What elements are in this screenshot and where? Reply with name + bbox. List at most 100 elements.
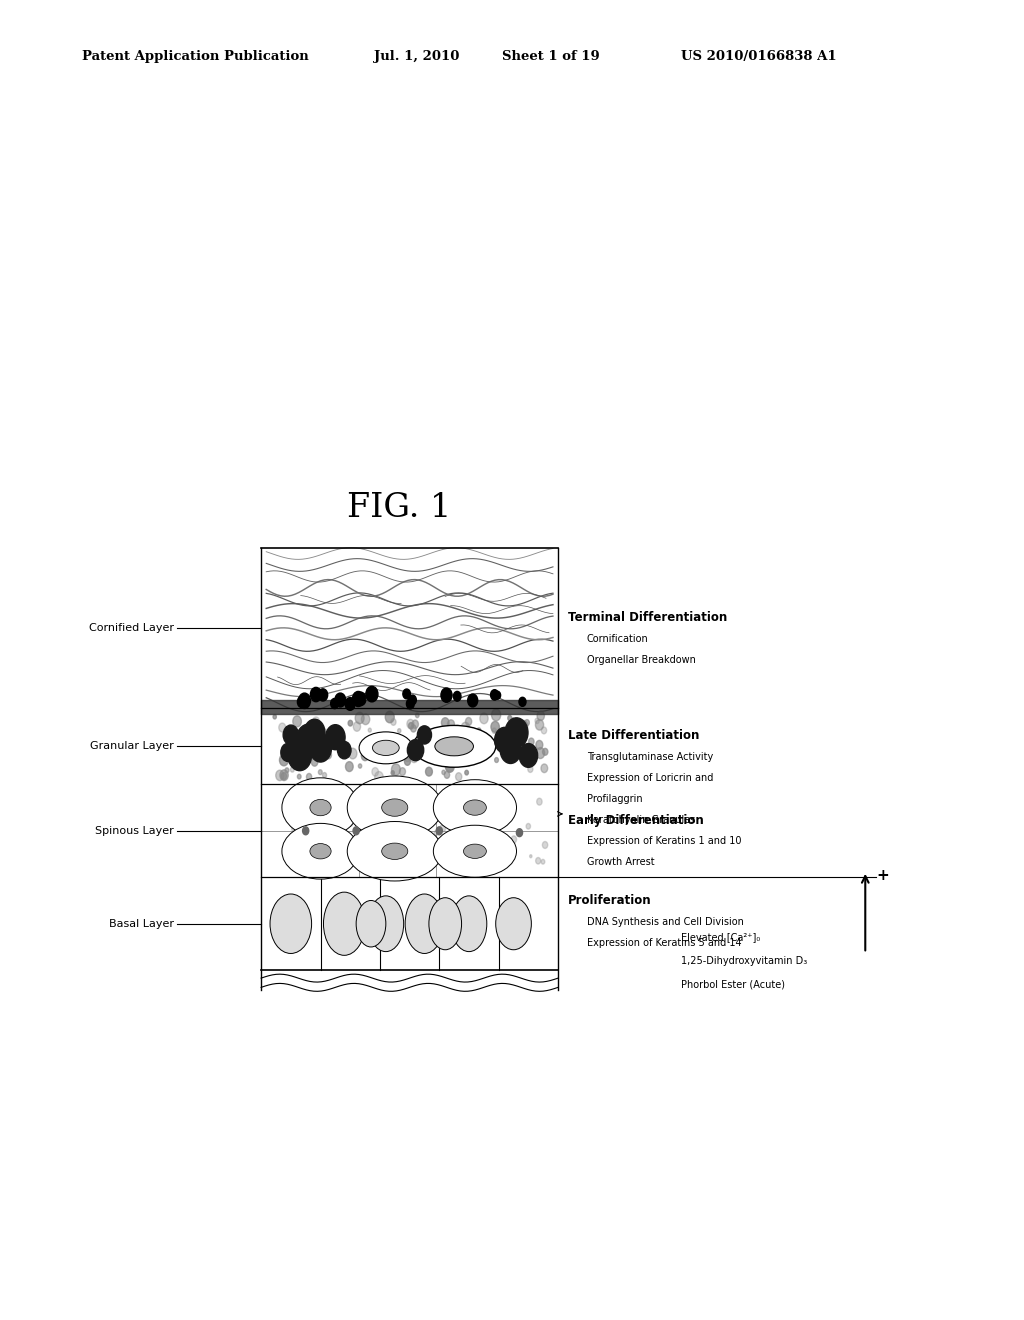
Circle shape	[340, 854, 345, 861]
Circle shape	[297, 775, 301, 779]
Circle shape	[537, 711, 545, 721]
Circle shape	[353, 826, 359, 834]
Circle shape	[447, 719, 455, 729]
Circle shape	[366, 793, 371, 800]
Circle shape	[334, 796, 337, 801]
Circle shape	[519, 721, 527, 731]
Circle shape	[508, 715, 512, 721]
Circle shape	[417, 733, 425, 743]
Text: Spinous Layer: Spinous Layer	[95, 826, 174, 836]
Circle shape	[473, 821, 479, 829]
Circle shape	[308, 805, 311, 809]
Circle shape	[445, 760, 455, 772]
Circle shape	[395, 735, 399, 742]
Text: Cornification: Cornification	[587, 634, 648, 644]
Circle shape	[288, 741, 311, 771]
Ellipse shape	[347, 776, 442, 840]
Ellipse shape	[406, 894, 443, 953]
Circle shape	[361, 751, 369, 760]
Circle shape	[326, 751, 332, 759]
Circle shape	[353, 722, 360, 731]
Circle shape	[495, 692, 501, 700]
Text: Keratohyalin Granules: Keratohyalin Granules	[587, 816, 695, 825]
Circle shape	[436, 746, 445, 758]
Ellipse shape	[382, 843, 408, 859]
Circle shape	[409, 722, 414, 729]
Circle shape	[358, 764, 361, 768]
Circle shape	[280, 754, 289, 766]
Ellipse shape	[324, 892, 366, 956]
Circle shape	[512, 750, 516, 755]
Circle shape	[338, 857, 341, 859]
Circle shape	[371, 750, 379, 759]
Circle shape	[408, 739, 424, 760]
Circle shape	[313, 737, 323, 748]
Circle shape	[404, 752, 411, 762]
Circle shape	[536, 719, 544, 730]
Circle shape	[292, 826, 295, 832]
Circle shape	[331, 698, 339, 709]
Circle shape	[300, 731, 306, 739]
Text: Late Differentiation: Late Differentiation	[568, 730, 699, 742]
Circle shape	[299, 693, 310, 709]
Ellipse shape	[347, 821, 442, 880]
Circle shape	[524, 719, 529, 726]
Circle shape	[369, 729, 372, 733]
Circle shape	[441, 718, 450, 727]
Circle shape	[326, 725, 345, 750]
Ellipse shape	[496, 898, 531, 950]
Circle shape	[336, 861, 338, 865]
Circle shape	[310, 688, 322, 702]
Circle shape	[275, 770, 284, 780]
Circle shape	[287, 752, 295, 763]
Circle shape	[298, 746, 304, 754]
Ellipse shape	[452, 896, 486, 952]
Circle shape	[434, 830, 438, 836]
Circle shape	[396, 751, 402, 760]
Ellipse shape	[359, 731, 413, 764]
Circle shape	[446, 762, 454, 771]
Circle shape	[513, 725, 520, 734]
Circle shape	[473, 735, 482, 747]
Circle shape	[528, 738, 535, 744]
Circle shape	[393, 738, 402, 750]
Ellipse shape	[356, 900, 386, 946]
Circle shape	[391, 838, 394, 843]
Circle shape	[350, 822, 352, 826]
Circle shape	[536, 741, 543, 750]
Ellipse shape	[435, 737, 473, 756]
Circle shape	[273, 714, 276, 719]
Circle shape	[307, 726, 314, 734]
Circle shape	[487, 742, 495, 751]
Circle shape	[339, 813, 344, 820]
Circle shape	[348, 721, 352, 726]
Circle shape	[337, 694, 345, 705]
Ellipse shape	[413, 726, 496, 767]
Circle shape	[391, 764, 400, 775]
Ellipse shape	[373, 741, 399, 755]
Ellipse shape	[368, 896, 403, 952]
Circle shape	[393, 734, 400, 743]
Circle shape	[303, 826, 309, 834]
Circle shape	[543, 842, 548, 849]
Circle shape	[295, 751, 300, 758]
Circle shape	[409, 741, 417, 751]
Ellipse shape	[464, 843, 486, 858]
Circle shape	[411, 752, 418, 763]
Circle shape	[314, 854, 319, 861]
Circle shape	[345, 697, 355, 710]
Circle shape	[493, 729, 497, 734]
Ellipse shape	[429, 898, 462, 950]
Circle shape	[298, 734, 301, 738]
Circle shape	[397, 729, 400, 733]
Circle shape	[466, 718, 472, 726]
Text: Elevated [Ca²⁺]₀: Elevated [Ca²⁺]₀	[681, 932, 760, 942]
Circle shape	[358, 834, 362, 840]
Circle shape	[345, 762, 353, 772]
Circle shape	[516, 743, 523, 752]
Ellipse shape	[310, 843, 331, 859]
Circle shape	[348, 748, 357, 759]
Text: Phorbol Ester (Acute): Phorbol Ester (Acute)	[681, 979, 785, 990]
Circle shape	[511, 718, 515, 722]
Circle shape	[480, 713, 488, 723]
